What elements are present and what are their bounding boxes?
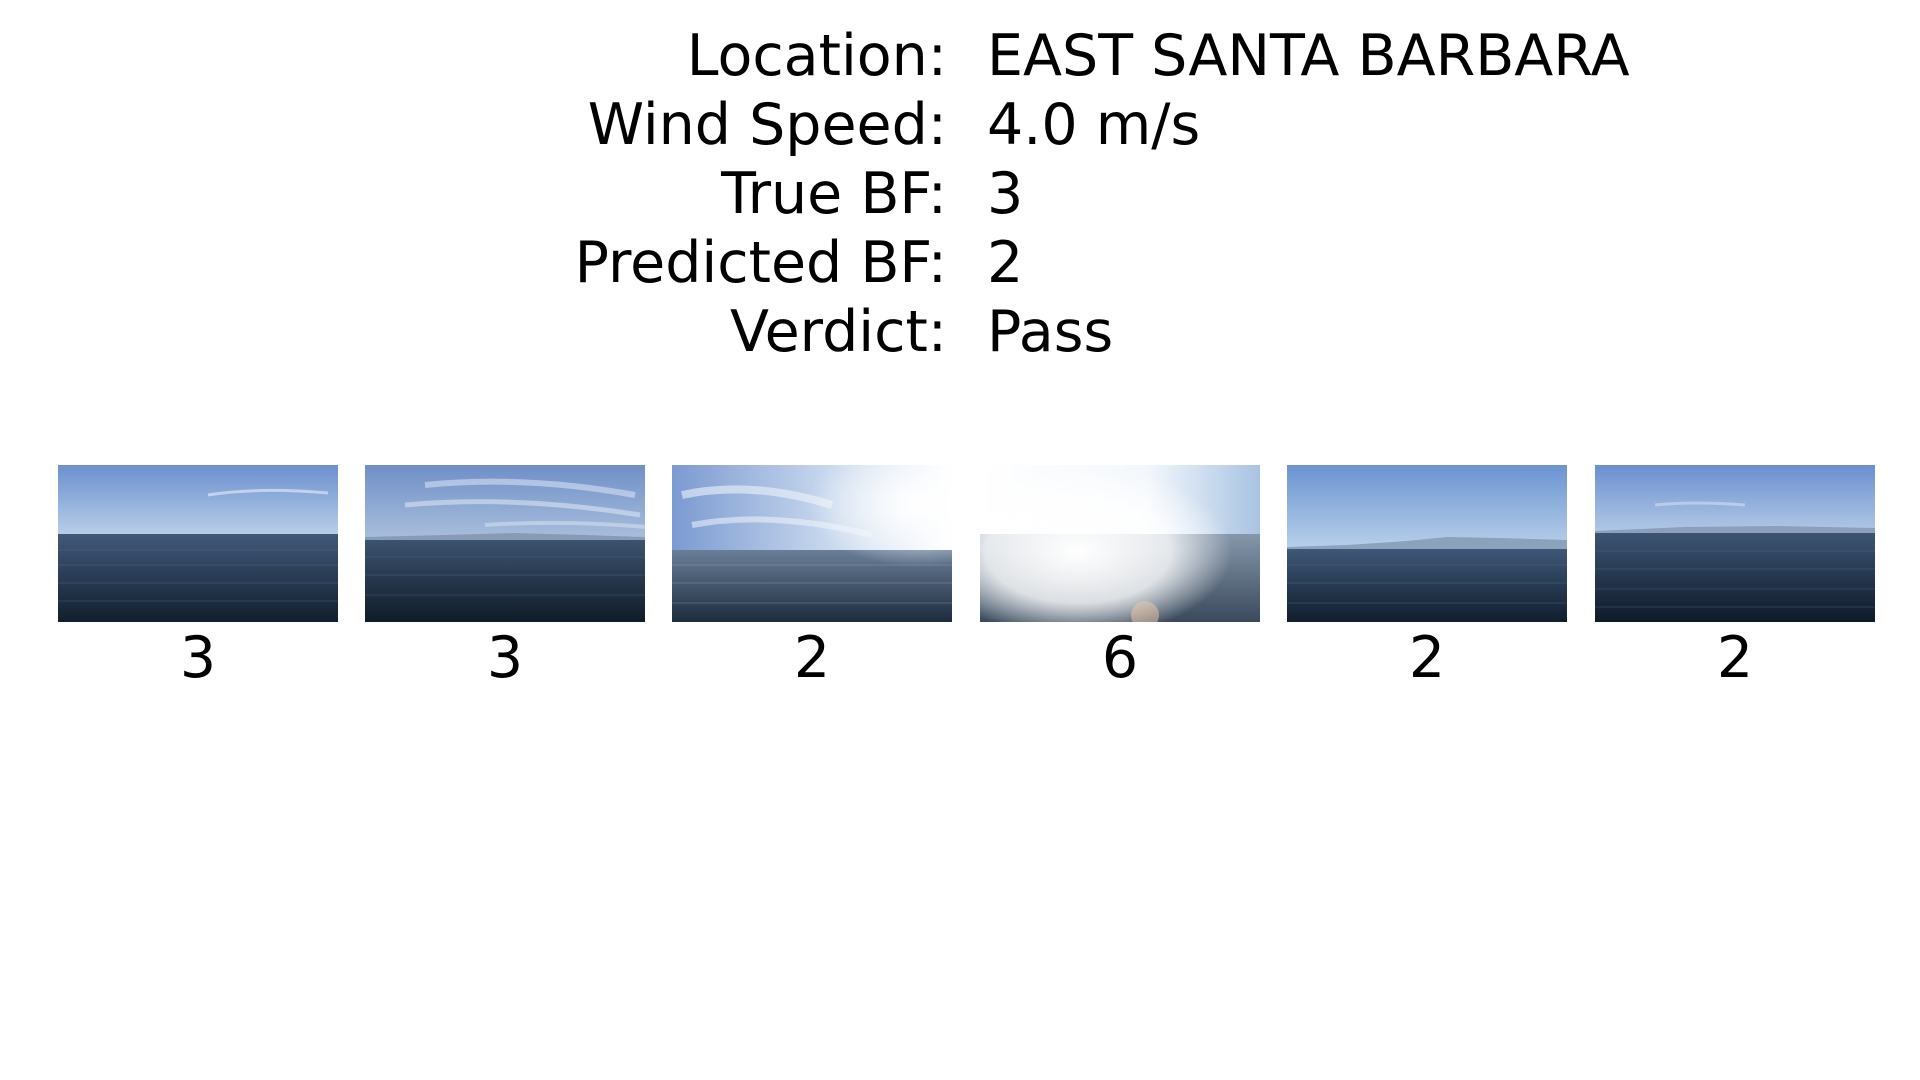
sea-image-3 — [672, 465, 952, 622]
info-row-wind-speed: Wind Speed: 4.0 m/s — [0, 91, 1920, 160]
sea-image-1 — [58, 465, 338, 622]
info-row-predicted-bf: Predicted BF: 2 — [0, 229, 1920, 298]
sea-image-5 — [1287, 465, 1567, 622]
sea-image-6 — [1595, 465, 1875, 622]
frame-6-caption: 2 — [1716, 625, 1754, 691]
true-bf-value: 3 — [987, 161, 1024, 227]
info-row-location: Location: EAST SANTA BARBARA — [0, 22, 1920, 91]
frame-strip: 3 — [58, 465, 1876, 695]
frame-4-caption: 6 — [1101, 625, 1139, 691]
frame-2: 3 — [365, 465, 645, 695]
sea-image-4 — [980, 465, 1260, 622]
verdict-label: Verdict: — [730, 299, 947, 365]
verdict-value: Pass — [987, 299, 1114, 365]
info-row-verdict: Verdict: Pass — [0, 298, 1920, 367]
info-row-true-bf: True BF: 3 — [0, 160, 1920, 229]
frame-5: 2 — [1287, 465, 1567, 695]
wind-speed-value: 4.0 m/s — [987, 92, 1201, 158]
frame-4: 6 — [980, 465, 1260, 695]
frame-5-caption: 2 — [1408, 625, 1446, 691]
predicted-bf-label: Predicted BF: — [574, 230, 947, 296]
frame-2-caption: 3 — [486, 625, 524, 691]
frame-6: 2 — [1595, 465, 1875, 695]
predicted-bf-value: 2 — [987, 230, 1024, 296]
location-value: EAST SANTA BARBARA — [987, 23, 1630, 89]
frame-1: 3 — [58, 465, 338, 695]
true-bf-label: True BF: — [721, 161, 947, 227]
frame-3: 2 — [672, 465, 952, 695]
wind-speed-label: Wind Speed: — [587, 92, 947, 158]
sea-image-2 — [365, 465, 645, 622]
location-label: Location: — [686, 23, 947, 89]
frame-3-caption: 2 — [793, 625, 831, 691]
frame-1-caption: 3 — [179, 625, 217, 691]
info-panel: Location: EAST SANTA BARBARA Wind Speed:… — [0, 22, 1920, 367]
